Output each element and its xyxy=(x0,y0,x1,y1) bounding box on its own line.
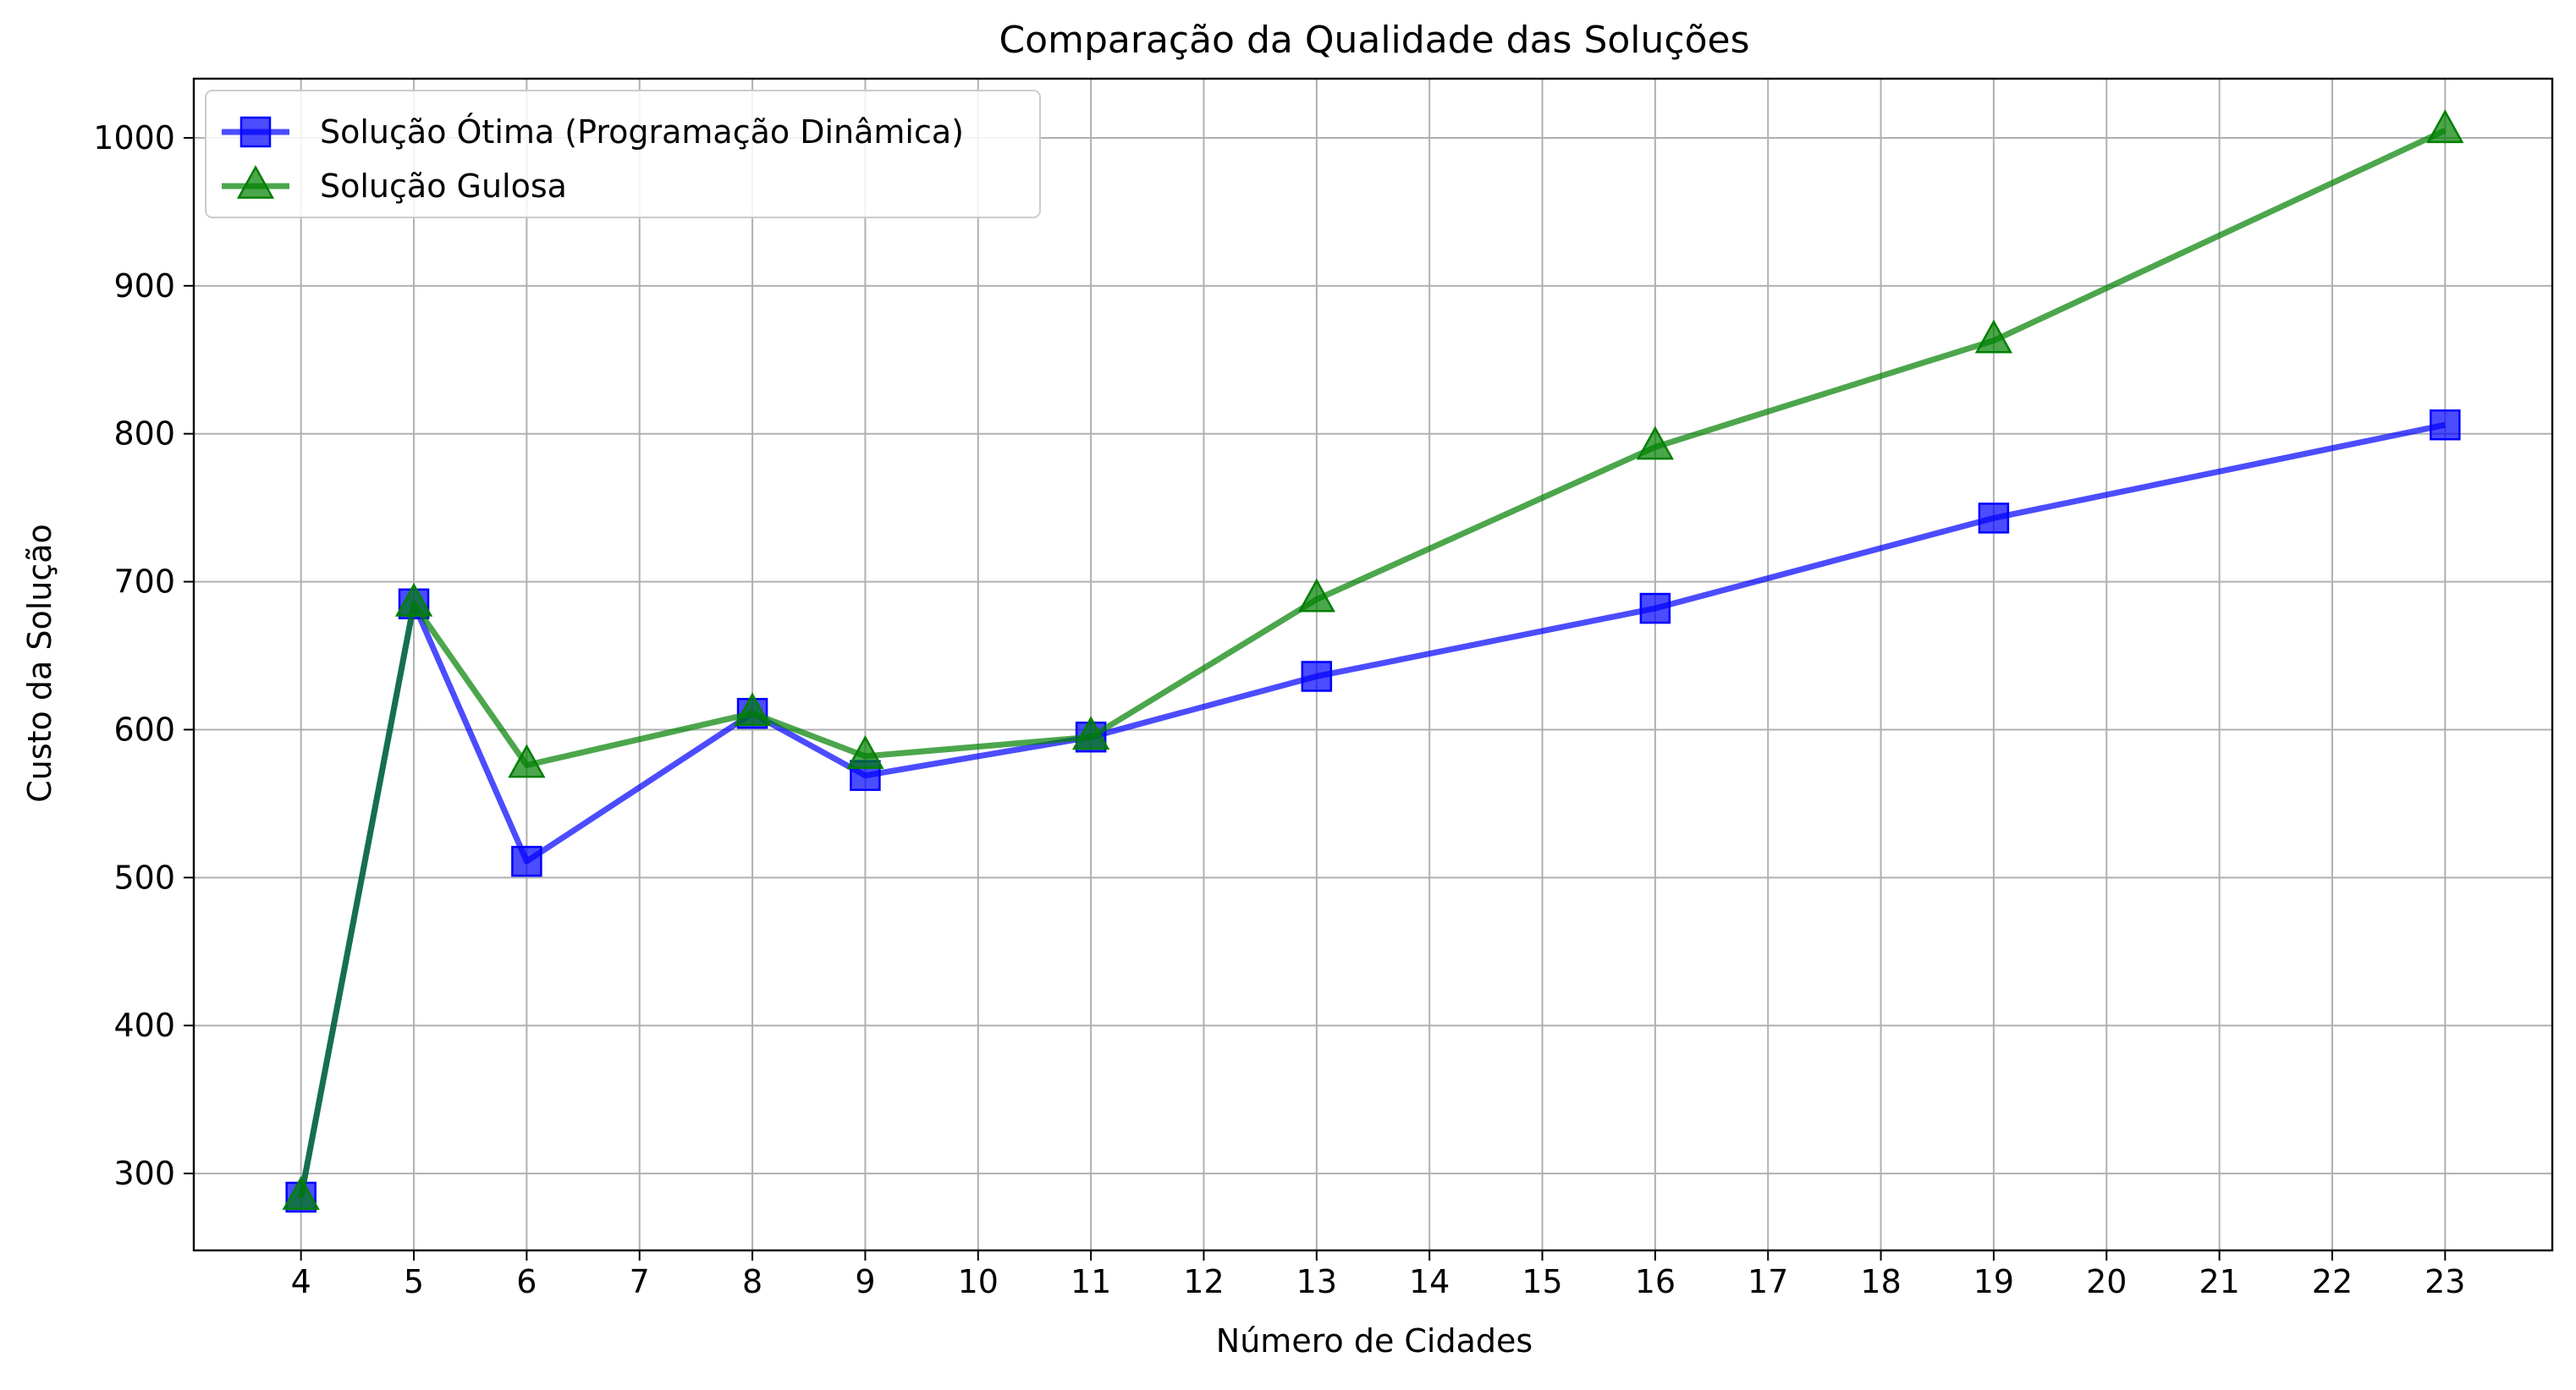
x-tick-label: 11 xyxy=(1071,1263,1111,1300)
x-tick-label: 6 xyxy=(516,1263,537,1300)
axis-ticks: 4 5 6 7 8 9 10 11 12 13 14 15 16 17 18 19 20 21 22 23 300 400… xyxy=(93,119,2465,1300)
series-1-point xyxy=(2430,409,2461,441)
series-2-point xyxy=(282,1176,320,1210)
series-1-point xyxy=(1639,592,1671,624)
chart-title: Comparação da Qualidade das Soluções xyxy=(999,19,1749,62)
x-tick-label: 12 xyxy=(1183,1263,1224,1300)
legend-box xyxy=(205,90,1041,218)
x-tick-label: 9 xyxy=(855,1263,875,1300)
series-2-point xyxy=(508,744,546,778)
x-axis-label: Número de Cidades xyxy=(1216,1322,1533,1360)
x-tick-label: 13 xyxy=(1296,1263,1337,1300)
series-2-point xyxy=(1297,578,1335,613)
series-2-point xyxy=(394,582,433,617)
series-1-line xyxy=(298,421,2447,1198)
series-2-line xyxy=(298,128,2447,1198)
x-tick-label: 17 xyxy=(1748,1263,1788,1300)
x-tick-label: 7 xyxy=(630,1263,650,1300)
series-2-point xyxy=(733,692,772,727)
series-2-point xyxy=(846,735,884,769)
legend-marker-2 xyxy=(236,165,275,199)
series-1-point xyxy=(1301,661,1333,692)
x-tick-label: 15 xyxy=(1522,1263,1562,1300)
legend-label-2: Solução Gulosa xyxy=(320,168,567,205)
series-2-point xyxy=(1636,426,1674,460)
series-1-point xyxy=(511,845,542,877)
series-2-point xyxy=(1072,716,1110,750)
series-1-point xyxy=(1978,503,2010,534)
x-tick-label: 18 xyxy=(1860,1263,1901,1300)
x-tick-label: 8 xyxy=(742,1263,762,1300)
y-tick-label: 600 xyxy=(113,711,175,748)
y-tick-label: 300 xyxy=(113,1155,175,1192)
y-tick-label: 700 xyxy=(113,563,175,601)
series-2-point xyxy=(1974,319,2013,354)
y-axis-label: Custo da Solução xyxy=(21,524,58,803)
series-2 xyxy=(282,109,2464,1210)
y-tick-label: 1000 xyxy=(93,119,175,157)
x-tick-label: 14 xyxy=(1409,1263,1450,1300)
y-tick-label: 900 xyxy=(113,267,175,305)
legend-marker-1 xyxy=(239,116,272,148)
x-tick-label: 16 xyxy=(1635,1263,1676,1300)
x-tick-label: 4 xyxy=(291,1263,311,1300)
x-tick-label: 23 xyxy=(2425,1263,2465,1300)
x-tick-label: 5 xyxy=(404,1263,424,1300)
series-2-point xyxy=(2426,109,2464,144)
x-tick-label: 20 xyxy=(2086,1263,2127,1300)
y-tick-label: 400 xyxy=(113,1007,175,1044)
y-tick-label: 500 xyxy=(113,859,175,896)
x-tick-label: 10 xyxy=(958,1263,999,1300)
series xyxy=(282,109,2464,1213)
plot-frame xyxy=(192,77,2554,1252)
legend: Solução Ótima (Programação Dinâmica) Solu… xyxy=(205,90,1041,218)
legend-label-1: Solução Ótima (Programação Dinâmica) xyxy=(320,113,964,151)
x-tick-label: 22 xyxy=(2312,1263,2353,1300)
x-tick-label: 21 xyxy=(2199,1263,2239,1300)
y-tick-label: 800 xyxy=(113,415,175,453)
x-tick-label: 19 xyxy=(1973,1263,2014,1300)
